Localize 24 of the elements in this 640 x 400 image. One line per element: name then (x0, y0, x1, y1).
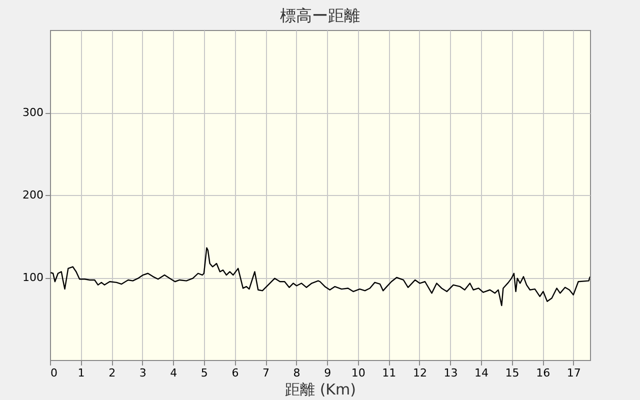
y-tick-label: 300 (22, 106, 44, 119)
x-tick-label: 0 (50, 366, 58, 380)
x-tick-label: 9 (324, 366, 332, 380)
x-tick-label: 10 (351, 366, 366, 380)
x-tick-label: 7 (262, 366, 270, 380)
x-tick-label: 16 (536, 366, 550, 380)
x-tick-label: 4 (170, 366, 178, 380)
x-tick-label: 5 (200, 366, 208, 380)
x-tick-label: 11 (382, 366, 396, 380)
line-series (50, 247, 590, 306)
x-tick-label: 12 (412, 366, 427, 380)
x-tick-label: 2 (108, 366, 116, 380)
x-tick-label: 8 (293, 366, 300, 380)
x-tick-label: 17 (566, 366, 581, 380)
x-tick-label: 13 (444, 366, 458, 380)
x-tick-label: 6 (232, 366, 239, 380)
x-axis-title: 距離 (Km) (285, 380, 356, 398)
x-tick-label: 1 (78, 366, 85, 380)
y-tick-label: 100 (22, 271, 44, 284)
x-tick-label: 3 (139, 366, 146, 380)
x-tick-label: 14 (474, 366, 489, 380)
y-tick-label: 200 (22, 188, 44, 202)
chart-title: 標高ー距離 (280, 6, 360, 25)
x-tick-label: 15 (505, 366, 520, 380)
